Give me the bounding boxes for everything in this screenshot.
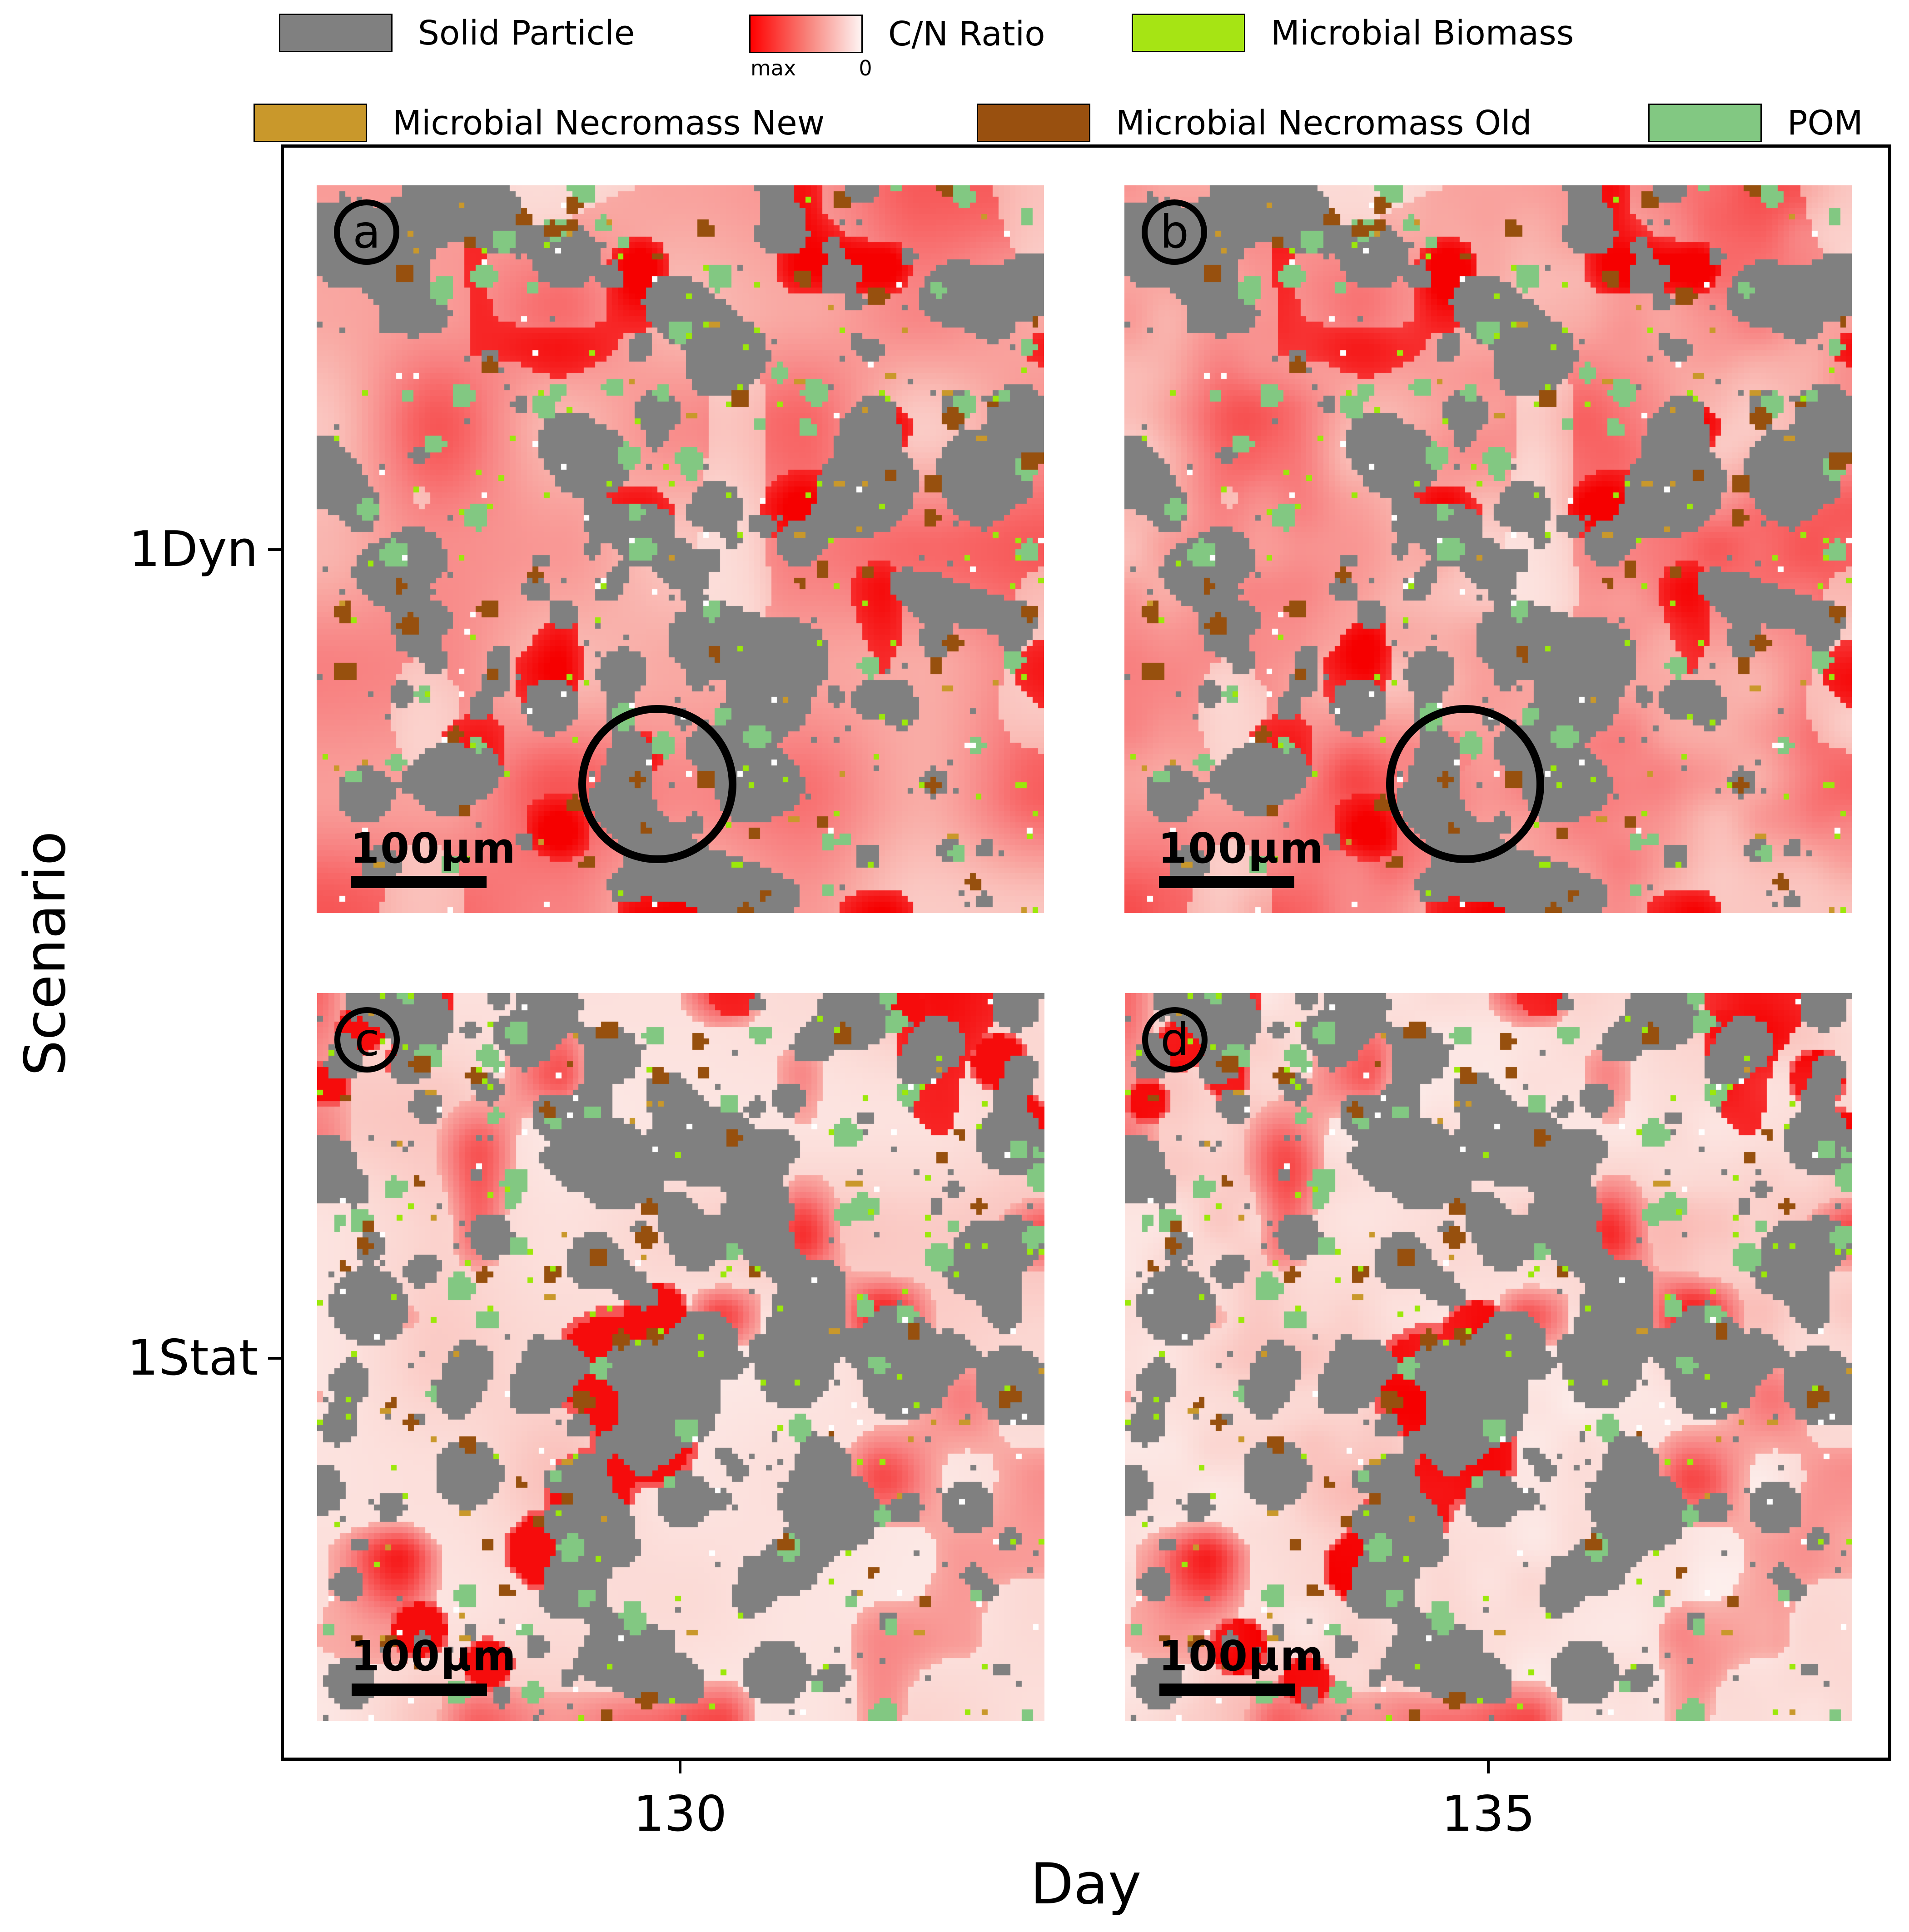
x-tick-label-135: 135 xyxy=(1441,1786,1536,1843)
panel-c-map xyxy=(317,993,1044,1721)
panel-a-letter: a xyxy=(353,205,381,258)
panel-b-scalebar-label: 100µm xyxy=(1158,824,1324,873)
panel-a: a 100µm xyxy=(317,185,1044,913)
legend-item-necromass-old: Microbial Necromass Old xyxy=(977,104,1532,142)
panel-b-scalebar-bar xyxy=(1159,876,1294,888)
cn-ratio-zero-label: 0 xyxy=(859,56,872,80)
legend-item-pom: POM xyxy=(1648,104,1863,142)
y-tick-1stat xyxy=(268,1357,281,1360)
legend-label-microbial-biomass: Microbial Biomass xyxy=(1271,13,1574,53)
panel-d-letter: d xyxy=(1160,1013,1189,1066)
panel-c-scalebar: 100µm xyxy=(351,1635,517,1696)
legend-label-necromass-new: Microbial Necromass New xyxy=(393,103,825,143)
panel-a-scalebar-bar xyxy=(351,876,487,888)
panel-c-label-circle: c xyxy=(334,1007,400,1073)
legend-item-necromass-new: Microbial Necromass New xyxy=(254,104,825,142)
panel-d-scalebar: 100µm xyxy=(1158,1635,1325,1696)
legend-item-microbial-biomass: Microbial Biomass xyxy=(1132,14,1574,52)
panel-b: b 100µm xyxy=(1124,185,1852,913)
legend-swatch-solid-particle-icon xyxy=(279,14,393,52)
panel-b-scalebar: 100µm xyxy=(1158,828,1324,888)
panel-d-scalebar-bar xyxy=(1159,1684,1295,1696)
legend-swatch-necromass-old-icon xyxy=(977,104,1090,142)
legend-swatch-necromass-new-icon xyxy=(254,104,367,142)
x-tick-130 xyxy=(679,1761,681,1773)
x-axis-label: Day xyxy=(1030,1852,1142,1917)
y-axis-label: Scenario xyxy=(13,831,78,1076)
legend-label-pom: POM xyxy=(1787,103,1863,143)
panel-c-scalebar-label: 100µm xyxy=(351,1632,517,1680)
y-tick-label-1stat: 1Stat xyxy=(127,1330,258,1386)
legend-swatch-cn-ratio-gradient-icon: max 0 xyxy=(749,15,872,79)
legend-item-solid-particle: Solid Particle xyxy=(279,14,635,52)
legend-item-cn-ratio: max 0 C/N Ratio xyxy=(749,14,1045,79)
legend-label-necromass-old: Microbial Necromass Old xyxy=(1116,103,1532,143)
panel-a-scalebar-label: 100µm xyxy=(350,824,517,873)
x-tick-label-130: 130 xyxy=(633,1786,727,1843)
cn-ratio-max-label: max xyxy=(751,56,796,80)
panel-b-annotation-circle xyxy=(1386,705,1544,863)
panel-a-scalebar: 100µm xyxy=(350,828,517,888)
panel-d-map xyxy=(1125,993,1852,1721)
panel-d-label-circle: d xyxy=(1142,1007,1208,1073)
legend-label-cn-ratio: C/N Ratio xyxy=(888,14,1045,54)
x-tick-135 xyxy=(1487,1761,1490,1773)
legend-swatch-pom-icon xyxy=(1648,104,1762,142)
panel-a-annotation-circle xyxy=(578,705,736,863)
y-tick-label-1dyn: 1Dyn xyxy=(129,521,258,578)
legend-label-solid-particle: Solid Particle xyxy=(418,13,635,53)
panel-b-letter: b xyxy=(1160,205,1189,258)
panel-d: d 100µm xyxy=(1125,993,1852,1721)
legend-swatch-microbial-biomass-icon xyxy=(1132,14,1245,52)
panel-b-label-circle: b xyxy=(1142,199,1207,265)
panel-c-scalebar-bar xyxy=(352,1684,487,1696)
panel-c: c 100µm xyxy=(317,993,1044,1721)
panel-a-label-circle: a xyxy=(334,199,399,265)
panel-d-scalebar-label: 100µm xyxy=(1158,1632,1325,1680)
panel-c-letter: c xyxy=(354,1013,380,1066)
y-tick-1dyn xyxy=(268,548,281,551)
